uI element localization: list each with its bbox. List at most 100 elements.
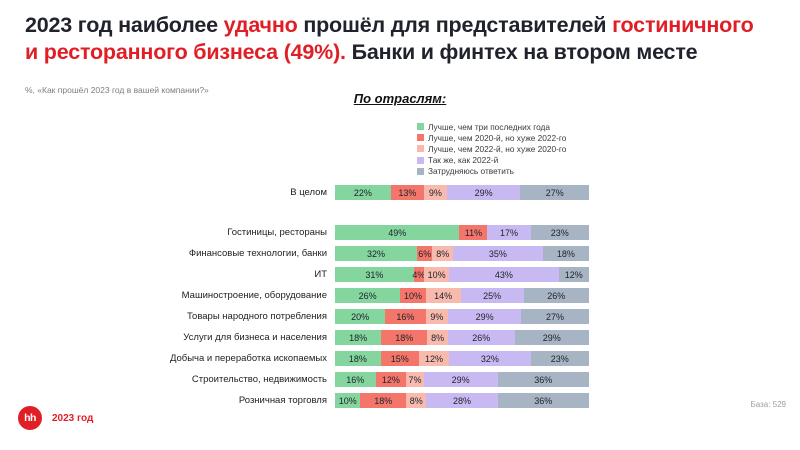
bar-segment: 35% (453, 246, 543, 261)
survey-question-note: %, «Как прошёл 2023 год в вашей компании… (25, 85, 209, 95)
stacked-bar: 18% 18% 8% 26% 29% (335, 330, 589, 345)
bar-segment: 9% (425, 309, 449, 324)
bar-segment: 29% (514, 330, 589, 345)
bar-segment: 26% (447, 330, 515, 345)
sample-base-note: База: 529 (750, 400, 786, 409)
bar-segment: 15% (380, 351, 419, 366)
bar-segment: 26% (523, 288, 589, 303)
stacked-bar: 16% 12% 7% 29% 36% (335, 372, 589, 387)
bar-segment: 36% (497, 393, 589, 408)
bar-segment: 32% (449, 351, 531, 366)
bar-segment: 31% (335, 267, 414, 282)
title-segment: Банки и финтех на втором месте (345, 40, 698, 64)
bar-segment: 32% (335, 246, 418, 261)
row-label: Добыча и переработка ископаемых (169, 353, 327, 364)
bar-segment: 23% (530, 225, 589, 240)
legend-swatch (417, 145, 424, 153)
legend-swatch (417, 123, 424, 131)
title-segment-accent: гостиничного (612, 13, 754, 37)
legend-swatch (417, 167, 424, 175)
bar-segment: 4% (412, 267, 425, 282)
bar-segment: 20% (335, 309, 386, 324)
row-label: Финансовые технологии, банки (188, 248, 327, 259)
stacked-bar: 32% 6% 8% 35% 18% (335, 246, 589, 261)
legend-label: Затрудняюсь ответить (428, 166, 514, 177)
chart-row: Финансовые технологии, банки 32% 6% 8% 35% 18… (0, 246, 600, 261)
bar-segment: 14% (425, 288, 461, 303)
chart-row: Строительство, недвижимость 16% 12% 7% 29% 36… (0, 372, 600, 387)
footer-year-label: 2023 год (52, 413, 94, 424)
chart-row: Добыча и переработка ископаемых 18% 15% 12%… (0, 351, 600, 366)
hh-logo: hh (18, 406, 42, 430)
bar-segment: 18% (542, 246, 589, 261)
bar-segment: 28% (426, 393, 498, 408)
stacked-bar: 22% 13% 9% 29% 27% (335, 185, 589, 200)
stacked-bar: 18% 15% 12% 32% 23% (335, 351, 589, 366)
bar-segment: 18% (381, 330, 428, 345)
legend-item: Так же, как 2022-й (417, 155, 566, 166)
chart-row: В целом 22% 13% 9% 29% 27% (0, 185, 600, 200)
legend-label: Лучше, чем три последних года (428, 121, 550, 132)
stacked-bar: 20% 16% 9% 29% 27% (335, 309, 589, 324)
row-label: Машиностроение, оборудование (181, 290, 327, 301)
title-segment-accent: удачно (223, 13, 298, 37)
bar-segment: 8% (406, 393, 427, 408)
bar-segment: 36% (497, 372, 589, 387)
legend-label: Лучше, чем 2022-й, но хуже 2020-го (428, 143, 567, 154)
stacked-bar: 10% 18% 8% 28% 36% (335, 393, 589, 408)
bar-segment: 16% (385, 309, 426, 324)
legend: Лучше, чем три последних года Лучше, чем … (417, 121, 566, 177)
row-label: Розничная торговля (238, 395, 327, 406)
legend-item: Лучше, чем 2022-й, но хуже 2020-го (417, 143, 566, 154)
bar-segment: 17% (487, 225, 531, 240)
chart-title: По отраслям: (353, 91, 447, 106)
bar-segment: 8% (427, 330, 448, 345)
row-label: Строительство, недвижимость (191, 374, 327, 385)
title-segment-accent: и ресторанного бизнеса (49%). (25, 40, 346, 64)
stacked-bar-chart: В целом 22% 13% 9% 29% 27% Гостиницы, ресторан… (0, 185, 600, 414)
bar-segment: 18% (335, 330, 382, 345)
title-segment: 2023 год наиболее (25, 13, 224, 37)
bar-segment: 29% (448, 309, 522, 324)
stacked-bar: 49% 11% 17% 23% (335, 225, 589, 240)
row-label: В целом (290, 187, 327, 198)
row-label: Услуги для бизнеса и населения (183, 332, 327, 343)
title-segment: прошёл для представителей (297, 13, 613, 37)
chart-row: Машиностроение, оборудование 26% 10% 14% 25%… (0, 288, 600, 303)
bar-segment: 12% (558, 267, 589, 282)
bar-segment: 22% (335, 185, 391, 200)
bar-segment: 8% (432, 246, 453, 261)
chart-row: Товары народного потребления 20% 16% 9% 29% 2… (0, 309, 600, 324)
bar-segment: 11% (459, 225, 488, 240)
bar-segment: 25% (460, 288, 524, 303)
bar-segment: 23% (530, 351, 589, 366)
row-label: Гостиницы, рестораны (227, 227, 327, 238)
bar-segment: 43% (449, 267, 559, 282)
legend-swatch (417, 134, 424, 142)
bar-segment: 16% (335, 372, 376, 387)
bar-segment: 18% (335, 351, 381, 366)
page-title: 2023 год наиболее удачно прошёл для пред… (25, 12, 787, 66)
bar-segment: 18% (360, 393, 407, 408)
bar-segment: 6% (417, 246, 433, 261)
row-label: Товары народного потребления (186, 311, 327, 322)
bar-segment: 26% (335, 288, 401, 303)
legend-item: Лучше, чем 2020-й, но хуже 2022-го (417, 132, 566, 143)
bar-segment: 12% (375, 372, 407, 387)
stacked-bar: 31% 4% 10% 43% 12% (335, 267, 589, 282)
chart-row: Гостиницы, рестораны 49% 11% 17% 23% (0, 225, 600, 240)
legend-label: Так же, как 2022-й (428, 155, 499, 166)
bar-segment: 12% (418, 351, 450, 366)
bar-segment: 7% (406, 372, 424, 387)
bar-segment: 10% (400, 288, 426, 303)
bar-segment: 9% (423, 185, 447, 200)
bar-segment: 29% (446, 185, 521, 200)
bar-segment: 27% (520, 185, 589, 200)
bar-segment: 13% (390, 185, 424, 200)
bar-segment: 10% (423, 267, 450, 282)
legend-item: Лучше, чем три последних года (417, 121, 566, 132)
legend-swatch (417, 156, 424, 164)
row-label: ИТ (314, 269, 327, 280)
chart-row: Услуги для бизнеса и населения 18% 18% 8% 26… (0, 330, 600, 345)
